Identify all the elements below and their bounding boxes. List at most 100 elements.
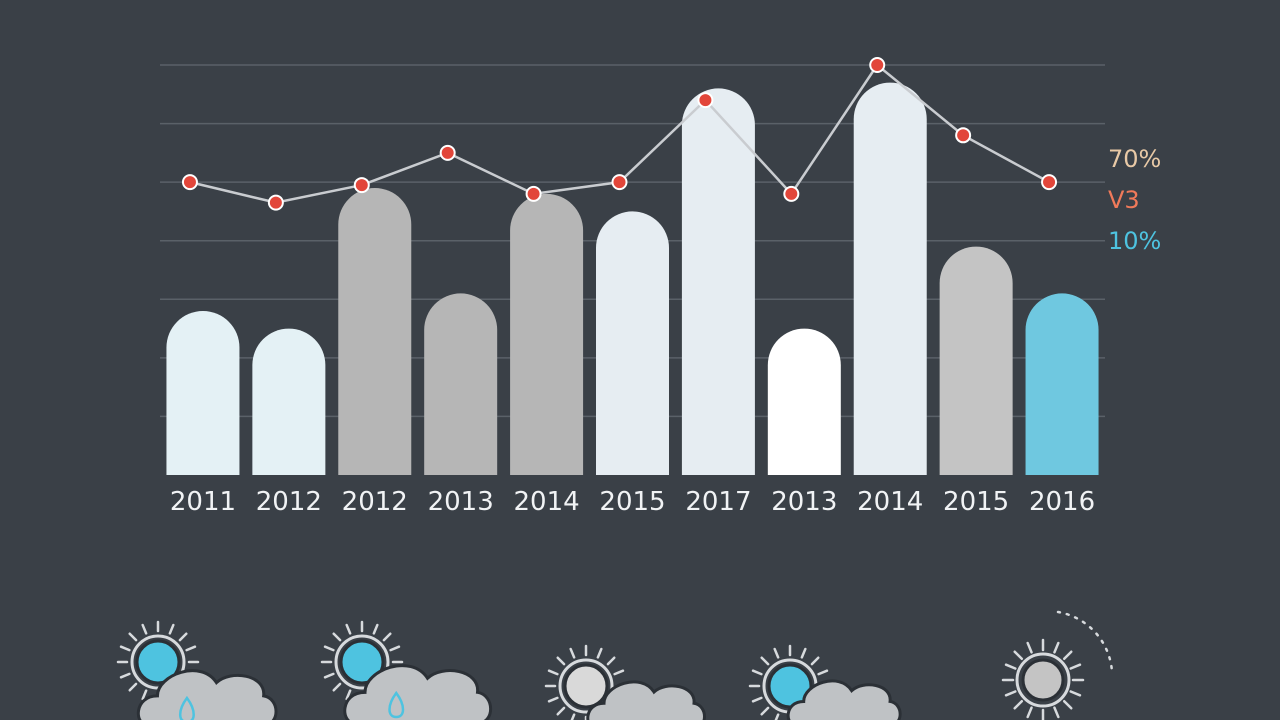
x-tick-label: 2012 (256, 487, 322, 517)
data-point (181, 174, 198, 191)
data-point (439, 144, 456, 161)
sun-ray (119, 672, 131, 679)
data-point (1041, 174, 1058, 191)
sun-cloud-rain-icon (320, 620, 493, 720)
legend-entry: 10% (1108, 227, 1161, 255)
legend: 70% V3 10% (1108, 145, 1161, 255)
sun-icon (1001, 610, 1114, 720)
trend-line (181, 57, 1058, 211)
sun-core (135, 639, 181, 685)
sun-outline (334, 634, 390, 690)
sun-ray (800, 647, 807, 659)
dotted-arc (1056, 610, 1114, 674)
x-tick-label: 2014 (514, 487, 580, 517)
x-tick-label: 2012 (342, 487, 408, 517)
data-point (783, 185, 800, 202)
data-point (611, 174, 628, 191)
data-point (267, 194, 284, 211)
cloud-shape (586, 680, 706, 720)
sun-ray (606, 656, 616, 666)
sun-cloud-icon (544, 644, 706, 720)
sun-ray (323, 645, 335, 652)
sun-ray (128, 682, 138, 692)
sun-ray (1062, 699, 1073, 710)
sun-ray (345, 623, 352, 635)
sun-ray (1053, 706, 1060, 719)
sun-core (563, 663, 609, 709)
sun-ray (1004, 690, 1017, 697)
data-point (869, 57, 886, 73)
sun-outline (558, 658, 614, 714)
sun-ray (613, 669, 625, 676)
data-point (697, 92, 714, 109)
sun-ray (323, 672, 335, 679)
sun-ray (345, 689, 352, 701)
x-tick-label: 2013 (428, 487, 494, 517)
sun-ray (556, 656, 566, 666)
raindrop (388, 690, 405, 719)
sun-core (339, 639, 385, 685)
x-axis-ticks: 2011 2012 2012 2013 2014 2015 2017 2013 2014 2015… (170, 487, 1095, 517)
weather-icons (116, 610, 1114, 720)
bar (252, 328, 326, 475)
sun-ray (119, 645, 131, 652)
cloud-shape (786, 679, 902, 720)
sun-ray (372, 623, 379, 635)
sun-ray (1026, 641, 1033, 654)
bars (166, 82, 1099, 476)
data-point (353, 177, 370, 194)
data-point (525, 185, 542, 202)
sun-ray (556, 706, 566, 716)
x-tick-label: 2015 (599, 487, 665, 517)
x-tick-label: 2015 (943, 487, 1009, 517)
sun-ray (1069, 663, 1082, 670)
x-tick-label: 2016 (1029, 487, 1095, 517)
sun-ray (1053, 641, 1060, 654)
sun-cloud-rain-icon (116, 620, 278, 720)
sun-ray (810, 656, 820, 666)
legend-entry: 70% (1108, 145, 1161, 173)
sun-ray (570, 713, 576, 720)
sun-ray (332, 632, 342, 642)
sun-ray (1026, 706, 1033, 719)
x-tick-label: 2014 (857, 487, 923, 517)
sun-ray (774, 713, 780, 720)
sun-ray (1004, 663, 1017, 670)
sun-ray (389, 645, 401, 652)
bar (424, 293, 498, 475)
sun-ray (773, 647, 780, 659)
legend-entry: V3 (1108, 186, 1140, 214)
bar (767, 328, 841, 475)
sun-outline (1015, 652, 1071, 708)
sun-ray (760, 706, 770, 716)
bar (596, 211, 669, 475)
sun-ray (128, 632, 138, 642)
raindrop (178, 695, 195, 720)
bar (166, 311, 240, 475)
cloud-shape (343, 664, 493, 720)
sun-ray (168, 623, 175, 635)
sun-ray (547, 696, 559, 703)
data-point (955, 127, 972, 144)
sun-ray (751, 696, 763, 703)
bar (338, 188, 412, 475)
sun-ray (1069, 690, 1082, 697)
sun-ray (760, 656, 770, 666)
sun-ray (185, 645, 197, 652)
sun-ray (547, 669, 559, 676)
sun-ray (1013, 650, 1024, 661)
sun-ray (569, 647, 576, 659)
bar (510, 193, 584, 475)
sun-ray (596, 647, 603, 659)
x-tick-label: 2017 (685, 487, 751, 517)
sun-ray (141, 623, 148, 635)
bar (939, 246, 1013, 475)
sun-ray (1062, 650, 1073, 661)
sun-ray (141, 689, 148, 701)
sun-ray (382, 632, 392, 642)
sun-ray (751, 669, 763, 676)
sun-ray (1013, 699, 1024, 710)
sun-core (1021, 658, 1065, 702)
